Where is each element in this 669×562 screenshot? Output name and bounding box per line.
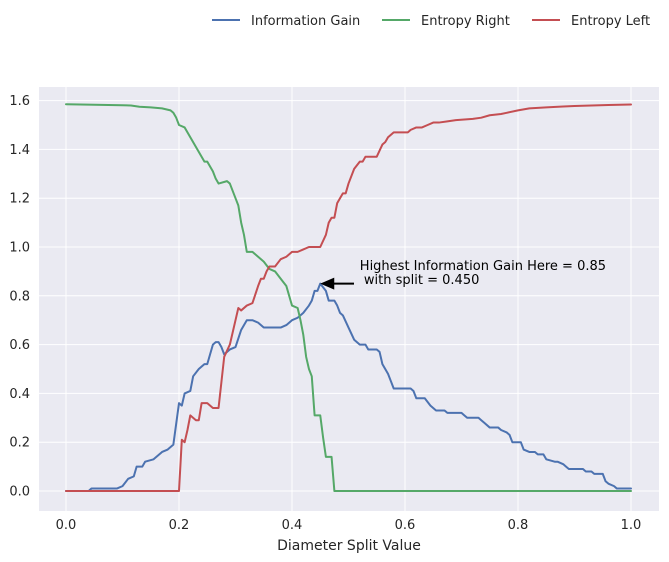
y-tick-labels: 0.0 0.2 0.4 0.6 0.8 1.0 1.2 1.4 1.6: [9, 94, 30, 499]
legend-label-entropy-right: Entropy Right: [421, 14, 510, 29]
series-line-entropy-right: [65, 103, 632, 492]
legend: Information Gain Entropy Right Entropy Lef…: [212, 14, 650, 29]
series-line-information-gain: [65, 282, 632, 492]
y-tick-label: 0.8: [9, 289, 30, 304]
y-tick-label: 1.6: [9, 94, 30, 109]
annotation-text-line: with split = 0.450: [360, 273, 480, 288]
y-tick-label: 1.0: [9, 241, 30, 256]
x-axis-label: Diameter Split Value: [277, 538, 421, 554]
y-tick-label: 0.2: [9, 436, 30, 451]
legend-label-entropy-left: Entropy Left: [571, 14, 650, 29]
x-tick-label: 0.4: [282, 518, 303, 533]
x-tick-labels: 0.0 0.2 0.4 0.6 0.8 1.0: [56, 518, 642, 533]
annotation-text-line: Highest Information Gain Here = 0.85: [360, 259, 606, 274]
x-tick-label: 0.0: [56, 518, 77, 533]
annotation-arrow-head: [320, 277, 335, 290]
grid: [39, 87, 659, 511]
y-tick-label: 0.0: [9, 485, 30, 500]
x-tick-label: 1.0: [621, 518, 642, 533]
plot-background: [39, 87, 659, 511]
series-line-entropy-left: [65, 103, 632, 492]
y-tick-label: 0.4: [9, 387, 30, 402]
y-tick-label: 1.4: [9, 143, 30, 158]
legend-label-information-gain: Information Gain: [251, 14, 360, 29]
series-layer: [65, 103, 632, 492]
x-tick-label: 0.2: [169, 518, 190, 533]
y-tick-label: 0.6: [9, 338, 30, 353]
y-tick-label: 1.2: [9, 192, 30, 207]
x-tick-label: 0.6: [395, 518, 416, 533]
annotation: Highest Information Gain Here = 0.85 wit…: [320, 259, 606, 290]
x-tick-label: 0.8: [508, 518, 529, 533]
